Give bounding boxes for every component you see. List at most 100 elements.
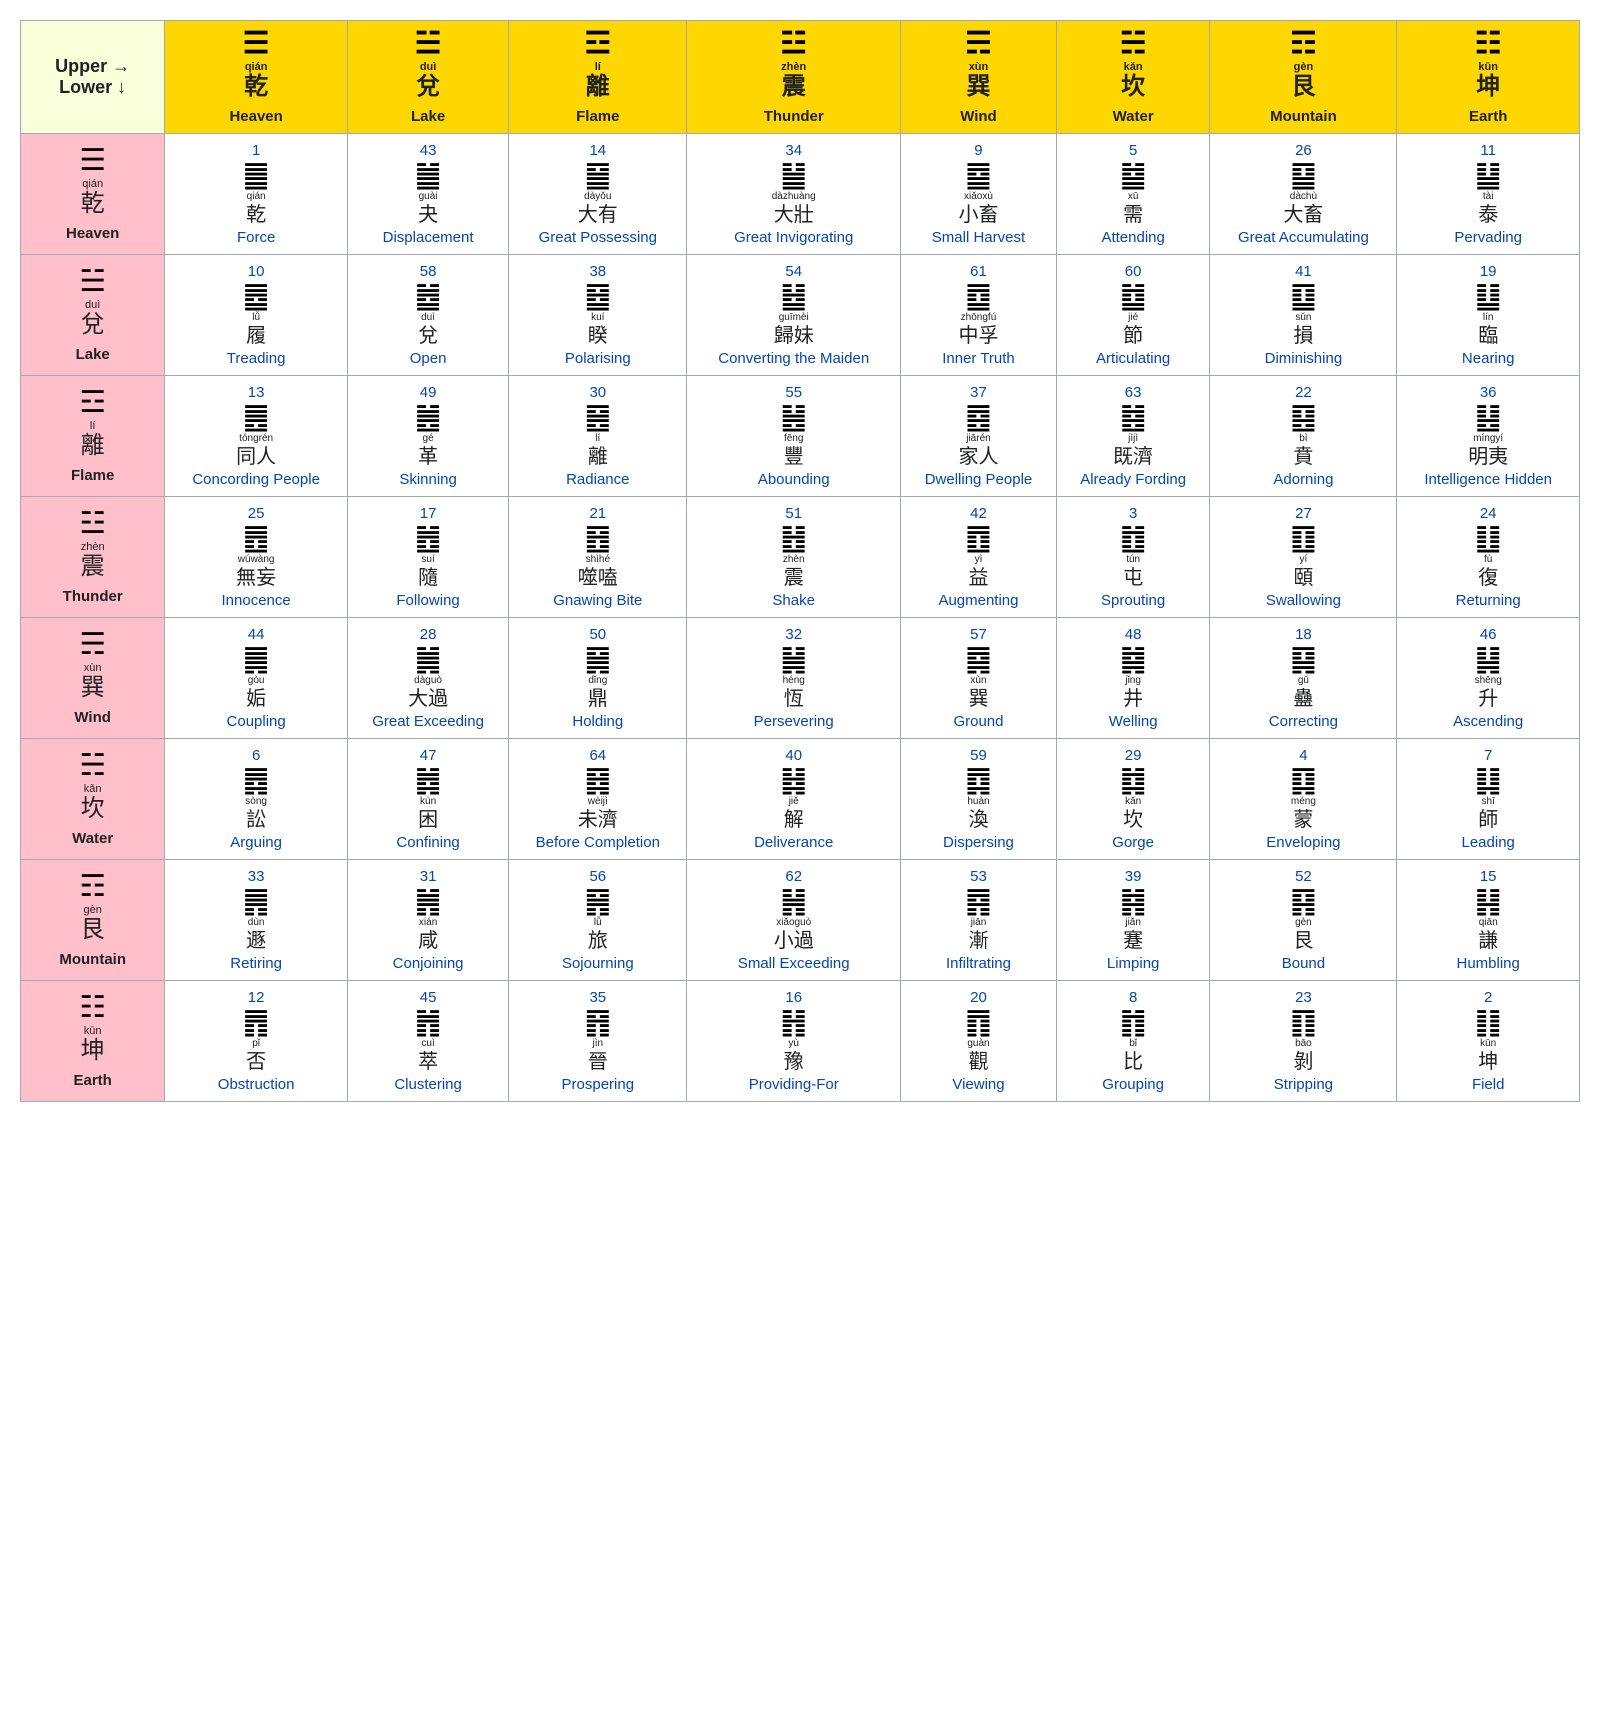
hexagram-number-link[interactable]: 51 [691,505,896,522]
hexagram-english-link[interactable]: Following [352,592,504,609]
hexagram-number-link[interactable]: 48 [1061,626,1206,643]
hexagram-number-link[interactable]: 22 [1214,384,1392,401]
hexagram-number-link[interactable]: 35 [513,989,682,1006]
hexagram-number-link[interactable]: 13 [169,384,343,401]
hexagram-english-link[interactable]: Diminishing [1214,350,1392,367]
hexagram-number-link[interactable]: 25 [169,505,343,522]
hexagram-number-link[interactable]: 24 [1401,505,1575,522]
hexagram-english-link[interactable]: Grouping [1061,1076,1206,1093]
hexagram-number-link[interactable]: 10 [169,263,343,280]
hexagram-english-link[interactable]: Coupling [169,713,343,730]
hexagram-number-link[interactable]: 20 [905,989,1052,1006]
hexagram-english-link[interactable]: Skinning [352,471,504,488]
hexagram-number-link[interactable]: 55 [691,384,896,401]
hexagram-number-link[interactable]: 21 [513,505,682,522]
hexagram-english-link[interactable]: Infiltrating [905,955,1052,972]
hexagram-number-link[interactable]: 60 [1061,263,1206,280]
hexagram-english-link[interactable]: Already Fording [1061,471,1206,488]
hexagram-number-link[interactable]: 26 [1214,142,1392,159]
hexagram-english-link[interactable]: Inner Truth [905,350,1052,367]
hexagram-english-link[interactable]: Stripping [1214,1076,1392,1093]
hexagram-english-link[interactable]: Open [352,350,504,367]
hexagram-number-link[interactable]: 16 [691,989,896,1006]
hexagram-english-link[interactable]: Viewing [905,1076,1052,1093]
hexagram-number-link[interactable]: 42 [905,505,1052,522]
hexagram-number-link[interactable]: 49 [352,384,504,401]
hexagram-number-link[interactable]: 52 [1214,868,1392,885]
hexagram-english-link[interactable]: Swallowing [1214,592,1392,609]
hexagram-number-link[interactable]: 63 [1061,384,1206,401]
hexagram-number-link[interactable]: 39 [1061,868,1206,885]
hexagram-english-link[interactable]: Ascending [1401,713,1575,730]
hexagram-english-link[interactable]: Prospering [513,1076,682,1093]
hexagram-english-link[interactable]: Obstruction [169,1076,343,1093]
hexagram-number-link[interactable]: 46 [1401,626,1575,643]
hexagram-english-link[interactable]: Augmenting [905,592,1052,609]
hexagram-number-link[interactable]: 14 [513,142,682,159]
hexagram-number-link[interactable]: 5 [1061,142,1206,159]
hexagram-english-link[interactable]: Humbling [1401,955,1575,972]
hexagram-english-link[interactable]: Abounding [691,471,896,488]
hexagram-english-link[interactable]: Adorning [1214,471,1392,488]
hexagram-number-link[interactable]: 44 [169,626,343,643]
hexagram-english-link[interactable]: Polarising [513,350,682,367]
hexagram-number-link[interactable]: 11 [1401,142,1575,159]
hexagram-number-link[interactable]: 3 [1061,505,1206,522]
hexagram-number-link[interactable]: 27 [1214,505,1392,522]
hexagram-english-link[interactable]: Correcting [1214,713,1392,730]
hexagram-number-link[interactable]: 62 [691,868,896,885]
hexagram-number-link[interactable]: 17 [352,505,504,522]
hexagram-english-link[interactable]: Small Exceeding [691,955,896,972]
hexagram-number-link[interactable]: 59 [905,747,1052,764]
hexagram-english-link[interactable]: Great Exceeding [352,713,504,730]
hexagram-english-link[interactable]: Providing-For [691,1076,896,1093]
hexagram-english-link[interactable]: Great Possessing [513,229,682,246]
hexagram-number-link[interactable]: 58 [352,263,504,280]
hexagram-english-link[interactable]: Gnawing Bite [513,592,682,609]
hexagram-english-link[interactable]: Sojourning [513,955,682,972]
hexagram-english-link[interactable]: Shake [691,592,896,609]
hexagram-number-link[interactable]: 2 [1401,989,1575,1006]
hexagram-number-link[interactable]: 64 [513,747,682,764]
hexagram-english-link[interactable]: Great Accumulating [1214,229,1392,246]
hexagram-number-link[interactable]: 18 [1214,626,1392,643]
hexagram-number-link[interactable]: 38 [513,263,682,280]
hexagram-number-link[interactable]: 30 [513,384,682,401]
hexagram-english-link[interactable]: Dispersing [905,834,1052,851]
hexagram-english-link[interactable]: Attending [1061,229,1206,246]
hexagram-english-link[interactable]: Conjoining [352,955,504,972]
hexagram-english-link[interactable]: Treading [169,350,343,367]
hexagram-english-link[interactable]: Intelligence Hidden [1401,471,1575,488]
hexagram-number-link[interactable]: 29 [1061,747,1206,764]
hexagram-number-link[interactable]: 36 [1401,384,1575,401]
hexagram-number-link[interactable]: 40 [691,747,896,764]
hexagram-number-link[interactable]: 33 [169,868,343,885]
hexagram-number-link[interactable]: 8 [1061,989,1206,1006]
hexagram-number-link[interactable]: 43 [352,142,504,159]
hexagram-english-link[interactable]: Before Completion [513,834,682,851]
hexagram-english-link[interactable]: Innocence [169,592,343,609]
hexagram-number-link[interactable]: 28 [352,626,504,643]
hexagram-english-link[interactable]: Persevering [691,713,896,730]
hexagram-english-link[interactable]: Confining [352,834,504,851]
hexagram-english-link[interactable]: Displacement [352,229,504,246]
hexagram-english-link[interactable]: Ground [905,713,1052,730]
hexagram-english-link[interactable]: Articulating [1061,350,1206,367]
hexagram-english-link[interactable]: Welling [1061,713,1206,730]
hexagram-english-link[interactable]: Pervading [1401,229,1575,246]
hexagram-english-link[interactable]: Retiring [169,955,343,972]
hexagram-number-link[interactable]: 34 [691,142,896,159]
hexagram-english-link[interactable]: Gorge [1061,834,1206,851]
hexagram-english-link[interactable]: Small Harvest [905,229,1052,246]
hexagram-number-link[interactable]: 57 [905,626,1052,643]
hexagram-english-link[interactable]: Radiance [513,471,682,488]
hexagram-english-link[interactable]: Deliverance [691,834,896,851]
hexagram-english-link[interactable]: Great Invigorating [691,229,896,246]
hexagram-english-link[interactable]: Bound [1214,955,1392,972]
hexagram-english-link[interactable]: Field [1401,1076,1575,1093]
hexagram-number-link[interactable]: 37 [905,384,1052,401]
hexagram-number-link[interactable]: 50 [513,626,682,643]
hexagram-english-link[interactable]: Enveloping [1214,834,1392,851]
hexagram-number-link[interactable]: 19 [1401,263,1575,280]
hexagram-english-link[interactable]: Nearing [1401,350,1575,367]
